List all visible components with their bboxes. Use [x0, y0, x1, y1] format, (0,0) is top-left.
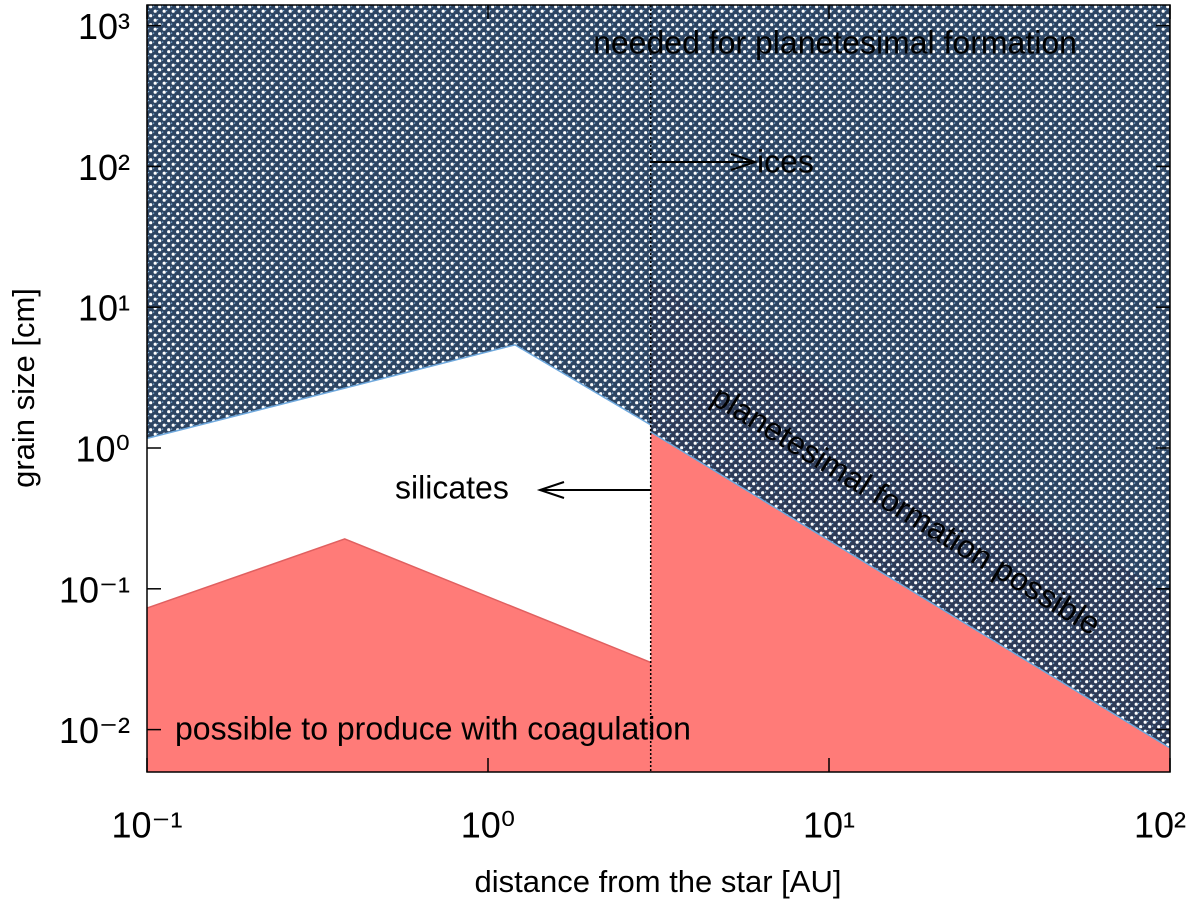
region-edge [650, 431, 1171, 749]
y-tick-label: 10⁰ [76, 429, 130, 470]
x-tick-label: 10⁰ [461, 805, 515, 846]
y-tick-label: 10⁻² [59, 710, 130, 751]
region-edge [146, 538, 651, 664]
x-tick-label: 10¹ [803, 805, 855, 846]
arrow-head [730, 153, 759, 171]
x-tick-label: 10² [1134, 805, 1186, 846]
plot-frame [146, 4, 1171, 773]
y-tick-label: 10⁻¹ [59, 569, 130, 610]
region [147, 5, 651, 439]
region-edge [146, 344, 652, 440]
annotation: ices [757, 143, 814, 179]
y-tick-label: 10³ [78, 6, 130, 47]
region [650, 5, 1170, 749]
annotation: silicates [395, 469, 509, 505]
x-tick-label: 10⁻¹ [111, 805, 182, 846]
region [147, 538, 651, 772]
x-axis-label: distance from the star [AU] [475, 864, 842, 899]
annotation: needed for planetesimal formation [593, 24, 1077, 60]
annotation: possible to produce with coagulation [175, 710, 691, 746]
y-axis-label: grain size [cm] [6, 288, 41, 488]
arrow-head [536, 481, 565, 499]
y-tick-label: 10¹ [78, 288, 130, 329]
plot-area [146, 5, 1171, 772]
y-tick-label: 10² [78, 147, 130, 188]
